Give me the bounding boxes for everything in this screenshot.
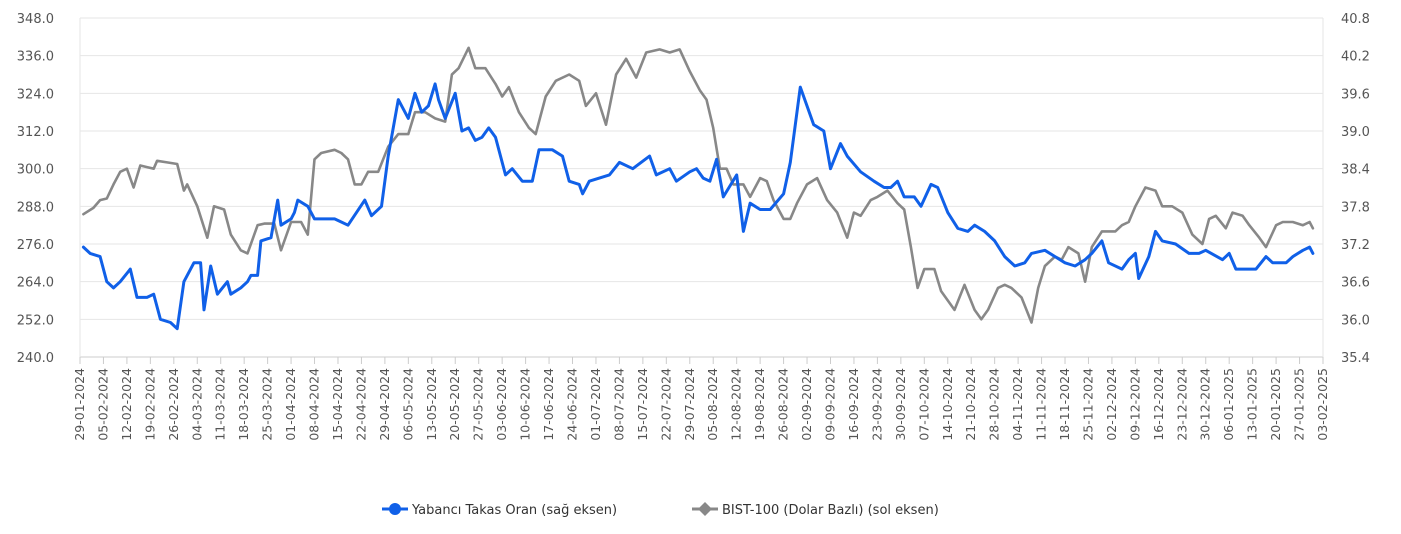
legend-item-bist100[interactable]: BIST-100 (Dolar Bazlı) (sol eksen)	[692, 502, 939, 518]
legend[interactable]: Yabancı Takas Oran (sağ eksen) BIST-100 (…	[382, 502, 939, 518]
x-tick-label: 30-12-2024	[1198, 368, 1213, 441]
right-tick-label: 36.6	[1341, 276, 1370, 291]
series-line-bist100	[82, 46, 1315, 324]
x-tick-label: 25-11-2024	[1080, 368, 1095, 441]
left-tick-label: 336.0	[17, 50, 54, 65]
x-tick-label: 01-04-2024	[283, 368, 298, 441]
x-tick-label: 29-04-2024	[377, 368, 392, 441]
x-tick-label: 28-10-2024	[987, 368, 1002, 441]
right-tick-label: 36.0	[1341, 313, 1370, 328]
x-tick-label: 04-11-2024	[1010, 368, 1025, 441]
x-tick-label: 13-05-2024	[424, 368, 439, 441]
x-tick-label: 18-11-2024	[1057, 368, 1072, 441]
left-tick-label: 276.0	[17, 238, 54, 253]
x-tick-label: 04-03-2024	[189, 368, 204, 441]
x-tick-label: 29-07-2024	[682, 368, 697, 441]
series-line-yabanci-takas	[81, 82, 1315, 331]
x-tick-label: 27-05-2024	[471, 368, 486, 441]
grid-lines	[80, 17, 1323, 358]
series-layer	[81, 46, 1315, 331]
x-tick-label: 24-06-2024	[565, 368, 580, 441]
right-tick-label: 37.8	[1341, 200, 1370, 215]
x-tick-label: 20-01-2025	[1268, 368, 1283, 441]
x-tick-label: 16-12-2024	[1151, 368, 1166, 441]
x-tick-label: 02-12-2024	[1104, 368, 1119, 441]
left-tick-label: 264.0	[17, 276, 54, 291]
x-tick-label: 09-09-2024	[822, 368, 837, 441]
x-tick-label: 03-06-2024	[494, 368, 509, 441]
right-tick-label: 40.8	[1341, 12, 1370, 27]
x-tick-label: 05-08-2024	[705, 368, 720, 441]
x-tick-label: 27-01-2025	[1292, 368, 1307, 441]
x-tick-label: 17-06-2024	[541, 368, 556, 441]
x-tick-label: 08-07-2024	[611, 368, 626, 441]
x-tick-label: 02-09-2024	[799, 368, 814, 441]
x-tick-label: 06-01-2025	[1221, 368, 1236, 441]
legend-diamond-marker	[698, 502, 712, 516]
x-tick-label: 29-01-2024	[72, 368, 87, 441]
x-tick-label: 15-07-2024	[635, 368, 650, 441]
x-tick-label: 25-03-2024	[260, 368, 275, 441]
x-tick-label: 18-03-2024	[236, 368, 251, 441]
x-tick-label: 08-04-2024	[307, 368, 322, 441]
x-tick-label: 09-12-2024	[1127, 368, 1142, 441]
x-tick-label: 12-02-2024	[119, 368, 134, 441]
x-tick-label: 19-02-2024	[142, 368, 157, 441]
x-tick-label: 10-06-2024	[518, 368, 533, 441]
x-tick-label: 21-10-2024	[963, 368, 978, 441]
x-tick-label: 30-09-2024	[893, 368, 908, 441]
x-tick-label: 06-05-2024	[400, 368, 415, 441]
x-tick-label: 22-07-2024	[658, 368, 673, 441]
right-tick-label: 37.2	[1341, 238, 1370, 253]
x-tick-label: 05-02-2024	[95, 368, 110, 441]
x-tick-label: 07-10-2024	[916, 368, 931, 441]
legend-label: BIST-100 (Dolar Bazlı) (sol eksen)	[722, 503, 939, 518]
right-tick-label: 40.2	[1341, 50, 1370, 65]
x-tick-label: 26-02-2024	[166, 368, 181, 441]
x-tick-label: 16-09-2024	[846, 368, 861, 441]
x-axis: 29-01-2024 05-02-2024 12-02-2024 19-02-2024…	[72, 18, 1330, 441]
x-tick-label: 23-12-2024	[1174, 368, 1189, 441]
left-tick-label: 288.0	[17, 200, 54, 215]
left-tick-label: 240.0	[17, 351, 54, 366]
right-tick-label: 39.0	[1341, 125, 1370, 140]
right-axis: 35.4 36.0 36.6 37.2 37.8 38.4 39.0 39.6 40.2 40.8	[1341, 12, 1370, 366]
x-tick-label: 19-08-2024	[752, 368, 767, 441]
x-tick-label: 23-09-2024	[869, 368, 884, 441]
left-tick-label: 312.0	[17, 125, 54, 140]
left-tick-label: 348.0	[17, 12, 54, 27]
left-tick-label: 252.0	[17, 313, 54, 328]
legend-label: Yabancı Takas Oran (sağ eksen)	[411, 503, 617, 518]
left-axis: 240.0 252.0 264.0 276.0 288.0 300.0 312.0 324.0…	[17, 12, 54, 366]
x-tick-label: 12-08-2024	[729, 368, 744, 441]
legend-item-yabanci-takas[interactable]: Yabancı Takas Oran (sağ eksen)	[382, 503, 617, 518]
x-tick-label: 22-04-2024	[353, 368, 368, 441]
legend-circle-marker	[389, 503, 401, 515]
right-tick-label: 35.4	[1341, 351, 1370, 366]
x-tick-label: 11-11-2024	[1034, 368, 1049, 441]
x-tick-label: 13-01-2025	[1245, 368, 1260, 441]
x-tick-label: 26-08-2024	[776, 368, 791, 441]
right-tick-label: 39.6	[1341, 87, 1370, 102]
x-tick-label: 20-05-2024	[447, 368, 462, 441]
right-tick-label: 38.4	[1341, 163, 1370, 178]
x-tick-label: 01-07-2024	[588, 368, 603, 441]
x-tick-label: 03-02-2025	[1315, 368, 1330, 441]
left-tick-label: 300.0	[17, 163, 54, 178]
x-tick-label: 11-03-2024	[213, 368, 228, 441]
left-tick-label: 324.0	[17, 87, 54, 102]
x-tick-label: 14-10-2024	[940, 368, 955, 441]
x-tick-label: 15-04-2024	[330, 368, 345, 441]
